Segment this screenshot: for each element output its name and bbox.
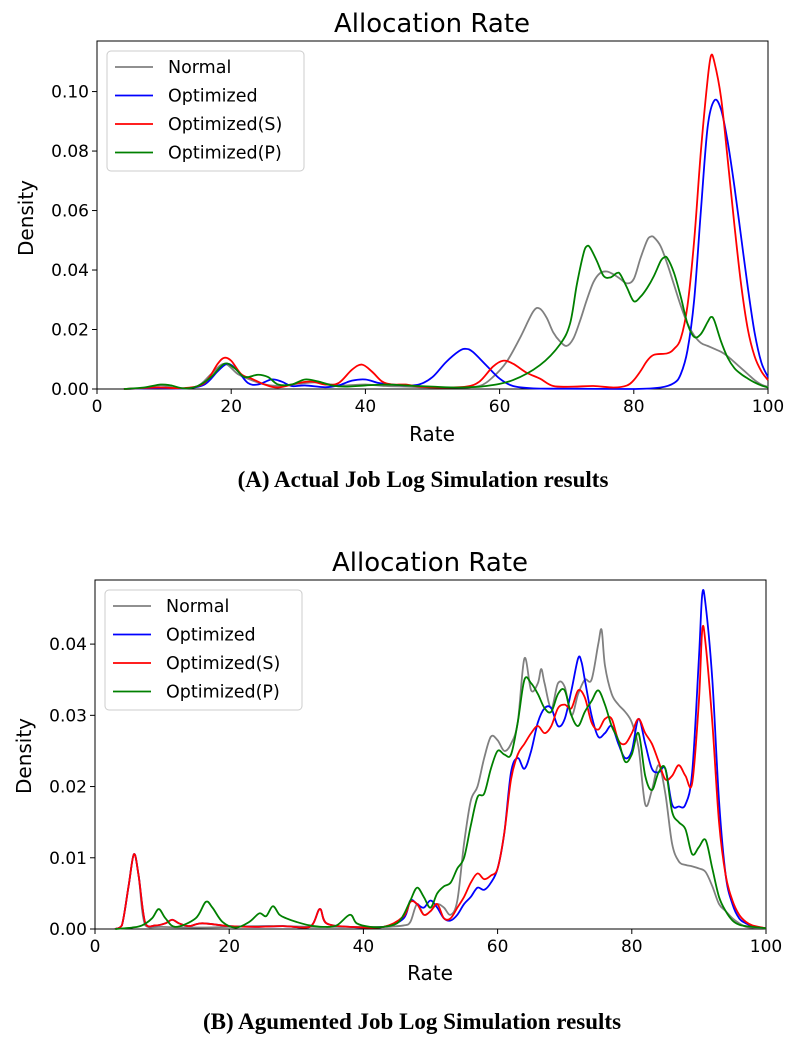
chart-b-plot-frame [94, 579, 767, 930]
x-tick-label: 20 [218, 937, 240, 957]
chart-a-series [123, 53, 769, 390]
series-line-optimized-p [123, 244, 769, 390]
x-tick-label: 20 [220, 397, 242, 417]
y-tick-label: 0.10 [51, 83, 89, 103]
x-tick-label: 100 [752, 397, 784, 417]
chart-a-y-label: Density [14, 180, 38, 256]
x-tick-label: 40 [355, 397, 377, 417]
series-line-normal [123, 235, 769, 390]
y-tick-label: 0.00 [51, 380, 89, 400]
chart-b-y-ticks: 0.00 0.01 0.02 0.03 0.04 [49, 635, 95, 940]
y-tick-label: 0.00 [49, 920, 87, 940]
x-tick-label: 60 [487, 937, 509, 957]
chart-b: Allocation Rate 0 20 40 60 80 100 0.000.010.0… [12, 548, 782, 1034]
y-tick-label: 0.06 [51, 202, 89, 222]
y-tick-label: 0.01 [49, 849, 87, 869]
x-tick-label: 60 [489, 397, 511, 417]
chart-a-caption: (A) Actual Job Log Simulation results [238, 467, 609, 492]
chart-b-y-label: Density [12, 718, 36, 794]
chart-b-legend-box [104, 589, 303, 711]
y-tick-label: 0.04 [51, 261, 89, 281]
legend-label: Optimized(P) [166, 683, 280, 703]
chart-a-x-ticks: 0 20 40 60 80 100 [92, 389, 784, 417]
chart-b-caption: (B) Agumented Job Log Simulation results [203, 1009, 621, 1034]
chart-a: Allocation Rate 0 20 40 60 80 100 0.000.020.0… [14, 9, 784, 492]
legend-label: Normal [166, 597, 229, 617]
series-line-optimized-p [115, 676, 767, 930]
chart-b-legend: Normal Optimized Optimized(S) Optimized(P) [104, 589, 303, 711]
y-tick-label: 0.02 [51, 321, 89, 341]
legend-label: Optimized(S) [166, 654, 280, 674]
chart-b-title: Allocation Rate [332, 548, 528, 578]
x-tick-label: 0 [92, 397, 103, 417]
series-line-optimized-s [123, 53, 769, 390]
legend-label: Optimized [168, 87, 258, 107]
series-line-optimized [123, 98, 769, 390]
chart-a-title: Allocation Rate [334, 9, 530, 39]
x-tick-label: 40 [353, 937, 375, 957]
x-tick-label: 100 [750, 937, 782, 957]
y-tick-label: 0.02 [49, 778, 87, 798]
x-tick-label: 0 [90, 937, 101, 957]
legend-label: Normal [168, 58, 231, 78]
x-tick-label: 80 [621, 937, 643, 957]
y-tick-label: 0.08 [51, 142, 89, 162]
chart-a-legend: Normal Optimized Optimized(S) Optimized(P) [106, 50, 305, 172]
chart-a-y-ticks: 0.00 0.02 0.04 0.06 0.08 0.10 [51, 83, 97, 400]
legend-label: Optimized(S) [168, 115, 282, 135]
legend-label: Optimized(P) [168, 144, 282, 164]
y-tick-label: 0.03 [49, 706, 87, 726]
chart-b-series [114, 589, 767, 930]
chart-a-legend-box [106, 50, 305, 172]
chart-b-x-label: Rate [407, 961, 453, 985]
y-tick-label: 0.04 [49, 635, 87, 655]
chart-b-x-ticks: 0 20 40 60 80 100 [90, 929, 782, 957]
chart-a-x-label: Rate [409, 422, 455, 446]
chart-a-plot-frame [96, 40, 769, 390]
legend-label: Optimized [166, 626, 256, 646]
x-tick-label: 80 [623, 397, 645, 417]
